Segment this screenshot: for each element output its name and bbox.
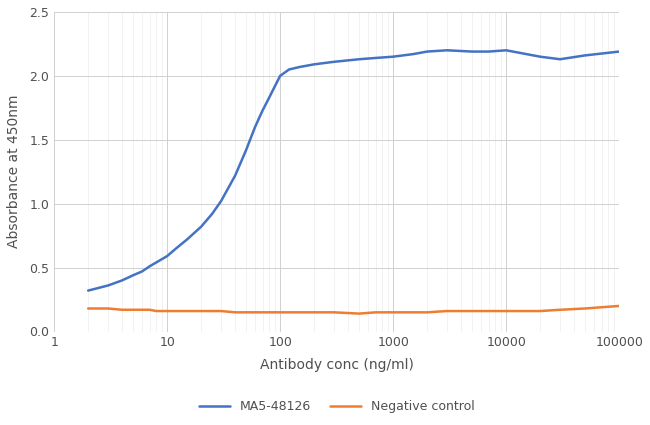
Legend: MA5-48126, Negative control: MA5-48126, Negative control (194, 395, 480, 418)
MA5-48126 (355, 57, 363, 62)
Negative control (183, 309, 191, 314)
Negative control (208, 309, 216, 314)
MA5-48126 (242, 147, 250, 153)
Negative control (285, 310, 293, 315)
Negative control (423, 310, 431, 315)
MA5-48126 (296, 64, 304, 69)
MA5-48126 (409, 51, 417, 57)
MA5-48126 (129, 273, 137, 278)
Negative control (259, 310, 266, 315)
MA5-48126 (310, 62, 318, 67)
MA5-48126 (163, 254, 171, 259)
Negative control (443, 309, 451, 314)
MA5-48126 (556, 57, 564, 62)
Negative control (104, 306, 112, 311)
MA5-48126 (146, 264, 153, 269)
Negative control (389, 310, 397, 315)
Negative control (217, 309, 225, 314)
Negative control (355, 311, 363, 316)
Negative control (310, 310, 318, 315)
MA5-48126 (485, 49, 493, 54)
MA5-48126 (502, 48, 510, 53)
MA5-48126 (197, 224, 205, 229)
Negative control (502, 309, 510, 314)
Negative control (372, 310, 380, 315)
Negative control (84, 306, 92, 311)
Negative control (485, 309, 493, 314)
MA5-48126 (152, 260, 160, 265)
MA5-48126 (265, 95, 273, 100)
Negative control (242, 310, 250, 315)
MA5-48126 (231, 173, 239, 178)
MA5-48126 (118, 278, 126, 283)
Negative control (296, 310, 304, 315)
MA5-48126 (389, 54, 397, 59)
Negative control (265, 310, 273, 315)
Negative control (231, 310, 239, 315)
MA5-48126 (468, 49, 476, 54)
Negative control (118, 307, 126, 312)
MA5-48126 (372, 55, 380, 60)
MA5-48126 (276, 73, 284, 78)
Negative control (556, 307, 564, 312)
MA5-48126 (443, 48, 451, 53)
Y-axis label: Absorbance at 450nm: Absorbance at 450nm (7, 95, 21, 249)
MA5-48126 (84, 288, 92, 293)
Negative control (146, 307, 153, 312)
MA5-48126 (581, 53, 589, 58)
Negative control (251, 310, 259, 315)
Negative control (129, 307, 137, 312)
MA5-48126 (183, 237, 191, 242)
Negative control (409, 310, 417, 315)
X-axis label: Antibody conc (ng/ml): Antibody conc (ng/ml) (260, 358, 413, 372)
MA5-48126 (251, 125, 259, 130)
Negative control (138, 307, 146, 312)
Line: Negative control: Negative control (88, 306, 619, 314)
MA5-48126 (208, 211, 216, 216)
MA5-48126 (259, 108, 266, 113)
Negative control (330, 310, 338, 315)
Negative control (615, 303, 623, 309)
MA5-48126 (138, 269, 146, 274)
MA5-48126 (104, 283, 112, 288)
Line: MA5-48126: MA5-48126 (88, 50, 619, 291)
Negative control (468, 309, 476, 314)
MA5-48126 (423, 49, 431, 54)
MA5-48126 (172, 246, 180, 251)
MA5-48126 (615, 49, 623, 54)
Negative control (163, 309, 171, 314)
Negative control (581, 306, 589, 311)
MA5-48126 (536, 54, 544, 59)
MA5-48126 (285, 67, 293, 72)
MA5-48126 (217, 198, 225, 204)
Negative control (172, 309, 180, 314)
Negative control (152, 309, 160, 314)
Negative control (276, 310, 284, 315)
Negative control (197, 309, 205, 314)
Negative control (536, 309, 544, 314)
MA5-48126 (330, 59, 338, 64)
